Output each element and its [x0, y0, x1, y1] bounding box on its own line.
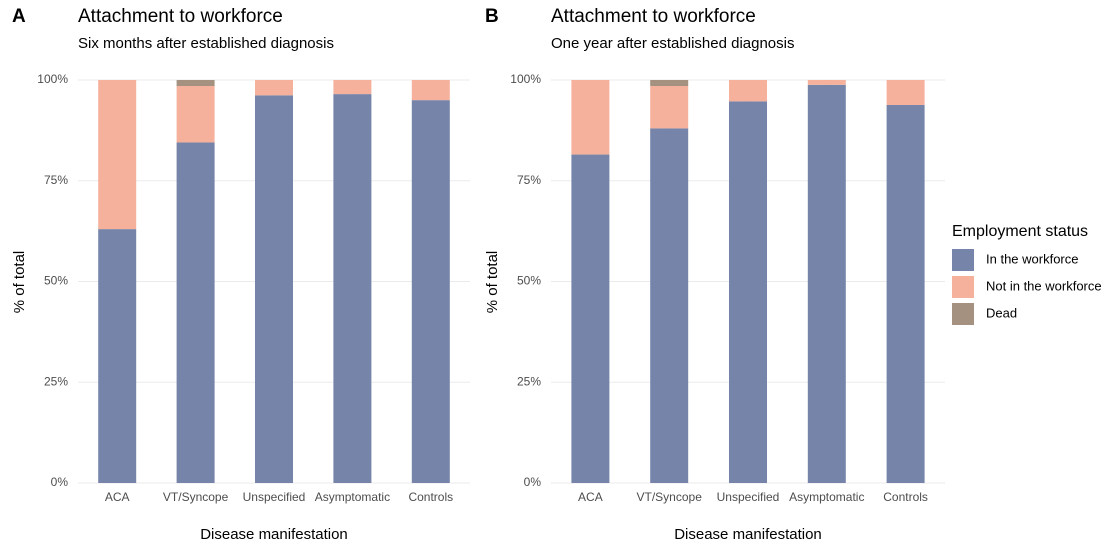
- y-axis-label: % of total: [11, 251, 28, 314]
- y-tick-label: 100%: [510, 72, 541, 86]
- bar-segment: In the workforce: [98, 229, 137, 483]
- x-tick-label: ACA: [105, 490, 130, 504]
- x-tick-label: Asymptomatic: [789, 490, 864, 504]
- y-tick-label: 50%: [44, 274, 68, 288]
- bar-segment: In the workforce: [255, 95, 293, 484]
- panel-label: B: [485, 6, 499, 27]
- bar-segment: Not in the workforce: [886, 80, 925, 105]
- bar-segment: Dead: [176, 80, 215, 87]
- bar-segment: Not in the workforce: [650, 86, 689, 129]
- x-tick-label: ACA: [578, 490, 603, 504]
- y-tick-label: 75%: [44, 173, 68, 187]
- x-tick-label: Controls: [408, 490, 453, 504]
- bar-segment: Not in the workforce: [729, 80, 767, 102]
- y-axis-label: % of total: [484, 251, 501, 314]
- x-tick-label: Unspecified: [717, 490, 780, 504]
- y-tick-label: 25%: [517, 374, 541, 388]
- chart-title: Attachment to workforce: [551, 6, 756, 27]
- legend-swatch: [952, 303, 974, 325]
- panel-label: A: [12, 6, 26, 27]
- chart-subtitle: One year after established diagnosis: [551, 35, 794, 52]
- x-tick-label: VT/Syncope: [637, 490, 703, 504]
- legend-title: Employment status: [952, 223, 1088, 240]
- bar-segment: In the workforce: [176, 142, 215, 483]
- legend-label: Dead: [986, 305, 1017, 320]
- bar-segment: Not in the workforce: [807, 80, 846, 85]
- legend-label: Not in the workforce: [986, 278, 1102, 293]
- x-axis-label: Disease manifestation: [674, 526, 822, 543]
- x-tick-label: Controls: [883, 490, 928, 504]
- bar-segment: In the workforce: [650, 128, 689, 484]
- bar-segment: In the workforce: [571, 154, 610, 483]
- y-tick-label: 50%: [517, 274, 541, 288]
- bar-segment: Not in the workforce: [98, 80, 137, 230]
- bar-segment: In the workforce: [886, 104, 925, 484]
- x-tick-label: Unspecified: [243, 490, 306, 504]
- bar-segment: In the workforce: [411, 100, 450, 484]
- bar-segment: Not in the workforce: [255, 80, 293, 96]
- y-tick-label: 75%: [517, 173, 541, 187]
- bar-segment: Not in the workforce: [571, 80, 610, 155]
- x-tick-label: VT/Syncope: [163, 490, 229, 504]
- legend-swatch: [952, 249, 974, 271]
- chart-title: Attachment to workforce: [78, 6, 283, 27]
- legend-label: In the workforce: [986, 251, 1079, 266]
- bar-segment: In the workforce: [729, 101, 767, 483]
- bar-segment: Not in the workforce: [411, 80, 450, 101]
- bar-segment: Not in the workforce: [333, 80, 372, 95]
- y-tick-label: 25%: [44, 374, 68, 388]
- x-tick-label: Asymptomatic: [315, 490, 390, 504]
- legend-swatch: [952, 276, 974, 298]
- bar-segment: In the workforce: [333, 94, 372, 483]
- y-tick-label: 0%: [51, 475, 69, 489]
- bar-segment: In the workforce: [807, 84, 846, 483]
- x-axis-label: Disease manifestation: [200, 526, 348, 543]
- bar-segment: Dead: [650, 80, 689, 87]
- y-tick-label: 100%: [37, 72, 68, 86]
- bar-segment: Not in the workforce: [176, 86, 215, 143]
- chart-subtitle: Six months after established diagnosis: [78, 35, 334, 52]
- y-tick-label: 0%: [524, 475, 542, 489]
